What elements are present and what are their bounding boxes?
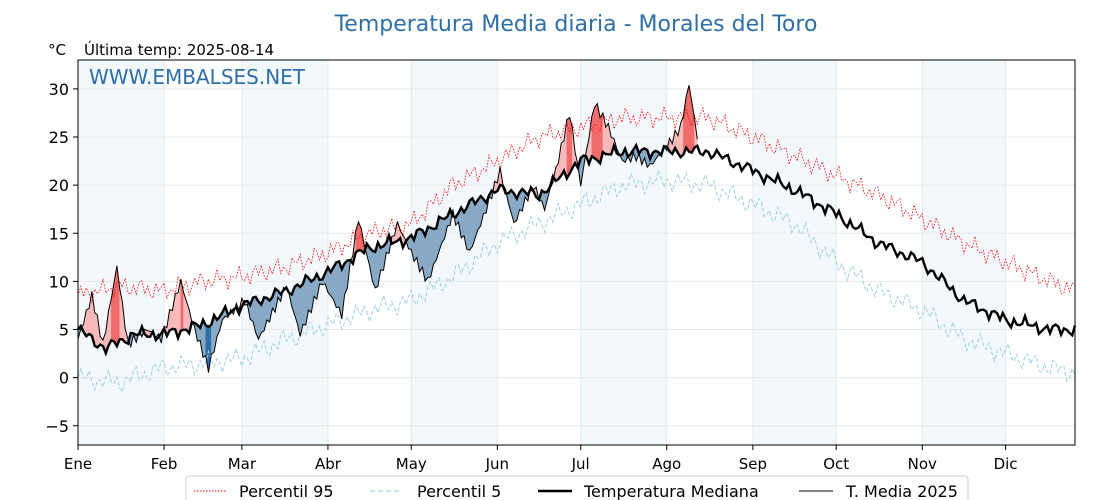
month-band [78, 60, 165, 445]
x-tick-label: Ene [64, 455, 92, 473]
y-tick-label: 5 [59, 321, 69, 340]
chart-title: Temperatura Media diaria - Morales del T… [334, 12, 818, 37]
anomaly-fill [566, 117, 570, 180]
plot-area [77, 59, 1077, 446]
anomaly-fill [427, 226, 431, 278]
x-tick-label: Jul [571, 455, 590, 473]
anomaly-fill [469, 197, 473, 251]
x-tick-label: Sep [739, 455, 767, 473]
anomaly-fill [605, 122, 609, 155]
grid-lines [77, 60, 1075, 445]
anomaly-fill [336, 261, 340, 308]
y-tick-label: 0 [59, 369, 69, 388]
x-tick-label: May [396, 455, 427, 473]
anomaly-fill [308, 277, 312, 314]
x-tick-label: Abr [315, 455, 342, 473]
line-percentil-95 [77, 106, 1076, 304]
anomaly-fill [433, 228, 437, 265]
legend-label-median: Temperatura Mediana [583, 482, 759, 500]
month-band [752, 60, 837, 445]
unit-label: °C [48, 41, 66, 59]
plot-frame [77, 59, 1076, 446]
x-tick-label: Nov [908, 455, 937, 473]
anomaly-fill [94, 312, 98, 348]
y-tick-label: 10 [49, 272, 69, 291]
line-percentil-5 [77, 168, 1076, 394]
line-temperatura-mediana [77, 141, 1077, 357]
x-tick-label: Feb [151, 455, 178, 473]
legend-label-p95: Percentil 95 [239, 482, 334, 500]
month-band [922, 60, 1006, 445]
anomaly-fill [380, 245, 384, 271]
y-tick-label: 20 [49, 176, 69, 195]
anomaly-fill [419, 228, 423, 273]
watermark: WWW.EMBALSES.NET [89, 65, 306, 89]
series-lines [77, 85, 1077, 394]
line-t-media-2025 [77, 85, 698, 373]
y-tick-label: 30 [49, 80, 69, 99]
x-tick-label: Jun [485, 455, 509, 473]
x-tick-label: Mar [228, 455, 257, 473]
last-temp-label: Última temp: 2025-08-14 [84, 40, 274, 59]
x-axis: Ene Feb Mar Abr May Jun Jul Ago Sep Oct Nov Dic [64, 445, 1018, 473]
anomaly-fill [86, 308, 90, 337]
anomaly-fill [169, 309, 173, 331]
y-tick-label: 25 [49, 128, 69, 147]
legend: Percentil 95 Percentil 5 Temperatura Med… [185, 475, 969, 500]
y-tick-label: −5 [45, 417, 69, 436]
legend-label-2025: T. Media 2025 [845, 482, 958, 500]
x-tick-label: Dic [994, 455, 1018, 473]
y-tick-label: 15 [49, 224, 69, 243]
y-axis: −5 0 5 10 15 20 25 30 [45, 80, 78, 436]
legend-box [185, 475, 969, 500]
anomaly-fill [594, 103, 598, 161]
x-tick-label: Oct [823, 455, 849, 473]
x-tick-label: Ago [652, 455, 681, 473]
month-band [241, 60, 328, 445]
legend-label-p5: Percentil 5 [417, 482, 501, 500]
